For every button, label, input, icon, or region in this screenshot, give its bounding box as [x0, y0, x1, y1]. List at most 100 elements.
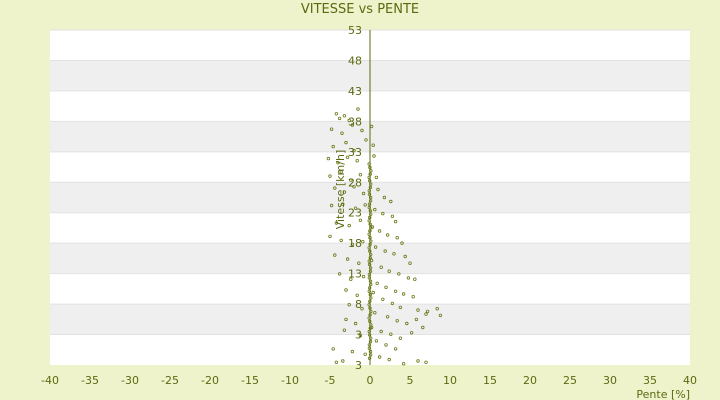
data-point	[408, 261, 412, 265]
y-tick-label: 53	[348, 24, 362, 37]
data-point	[414, 317, 419, 322]
data-point	[367, 356, 372, 360]
data-point	[416, 359, 420, 363]
data-point	[369, 239, 373, 243]
data-point	[435, 307, 439, 311]
x-tick-label: -10	[281, 374, 299, 387]
data-point	[342, 114, 347, 118]
data-point	[377, 229, 382, 233]
data-point	[393, 289, 398, 293]
data-point	[368, 249, 372, 253]
data-point	[371, 143, 375, 147]
data-point	[368, 279, 373, 283]
data-point	[385, 233, 390, 237]
y-tick-label: 28	[348, 176, 362, 189]
data-point	[405, 321, 409, 326]
data-point	[383, 249, 387, 253]
data-point	[350, 123, 355, 127]
data-point	[367, 259, 371, 263]
y-tick-label: 43	[348, 85, 362, 98]
data-point	[369, 252, 373, 257]
data-point	[368, 313, 372, 317]
y-tick-label: 3	[355, 359, 362, 372]
data-point	[368, 222, 372, 226]
data-point	[397, 272, 401, 276]
data-point	[369, 282, 373, 287]
data-point	[363, 203, 367, 207]
data-point	[367, 289, 371, 293]
data-point	[401, 292, 406, 296]
data-point	[356, 107, 360, 111]
data-point	[376, 187, 380, 192]
data-point	[329, 203, 334, 208]
data-point	[361, 239, 365, 244]
data-point	[355, 293, 359, 297]
data-point	[367, 202, 372, 206]
x-tick-label: -5	[325, 374, 336, 387]
x-tick-label: 15	[483, 374, 497, 387]
data-point	[369, 309, 373, 314]
data-point	[381, 211, 385, 216]
data-point	[342, 190, 347, 194]
data-point	[369, 225, 373, 230]
data-point	[392, 252, 396, 256]
data-point	[328, 234, 332, 239]
data-point	[367, 192, 372, 196]
data-point	[371, 290, 375, 295]
data-point	[387, 269, 391, 273]
data-point	[331, 144, 335, 149]
data-point	[421, 325, 425, 330]
data-point	[367, 303, 371, 307]
data-point	[360, 307, 364, 311]
data-point	[342, 328, 347, 332]
data-point	[339, 238, 343, 243]
y-tick-label: 38	[348, 115, 362, 128]
data-point	[367, 232, 371, 236]
data-point	[375, 281, 379, 285]
data-point	[368, 319, 372, 324]
data-point	[406, 276, 411, 280]
data-point	[370, 225, 375, 229]
y-tick-label: 13	[348, 268, 362, 281]
data-point	[438, 313, 443, 318]
data-point	[339, 170, 343, 174]
data-point	[331, 347, 335, 351]
x-tick-label: 5	[407, 374, 414, 387]
data-point	[344, 317, 348, 322]
data-point	[349, 178, 353, 182]
data-point	[368, 306, 372, 310]
data-point	[403, 254, 407, 259]
data-point	[349, 277, 353, 281]
data-point	[387, 357, 391, 362]
data-point	[368, 269, 373, 273]
data-point	[329, 127, 334, 131]
data-point	[374, 339, 379, 343]
data-point	[398, 305, 403, 310]
data-point	[395, 319, 399, 323]
data-point	[367, 189, 371, 193]
data-point	[369, 336, 373, 340]
data-point	[368, 209, 373, 213]
data-point	[369, 124, 374, 129]
data-point	[368, 185, 373, 190]
data-point	[424, 312, 428, 316]
x-tick-label: -30	[121, 374, 139, 387]
data-point	[328, 174, 332, 178]
data-point	[368, 199, 373, 203]
data-point	[334, 221, 339, 225]
chart-title: VITESSE vs PENTE	[300, 2, 420, 17]
data-point	[326, 156, 331, 161]
data-point	[367, 246, 371, 250]
data-point	[350, 242, 355, 247]
data-point	[358, 218, 363, 222]
data-point	[369, 168, 373, 173]
x-tick-label: -25	[161, 374, 179, 387]
data-point	[347, 223, 351, 228]
x-tick-label: -20	[201, 374, 219, 387]
data-point	[368, 172, 372, 176]
data-point	[368, 353, 373, 357]
data-point	[353, 206, 358, 210]
data-point	[364, 138, 368, 142]
